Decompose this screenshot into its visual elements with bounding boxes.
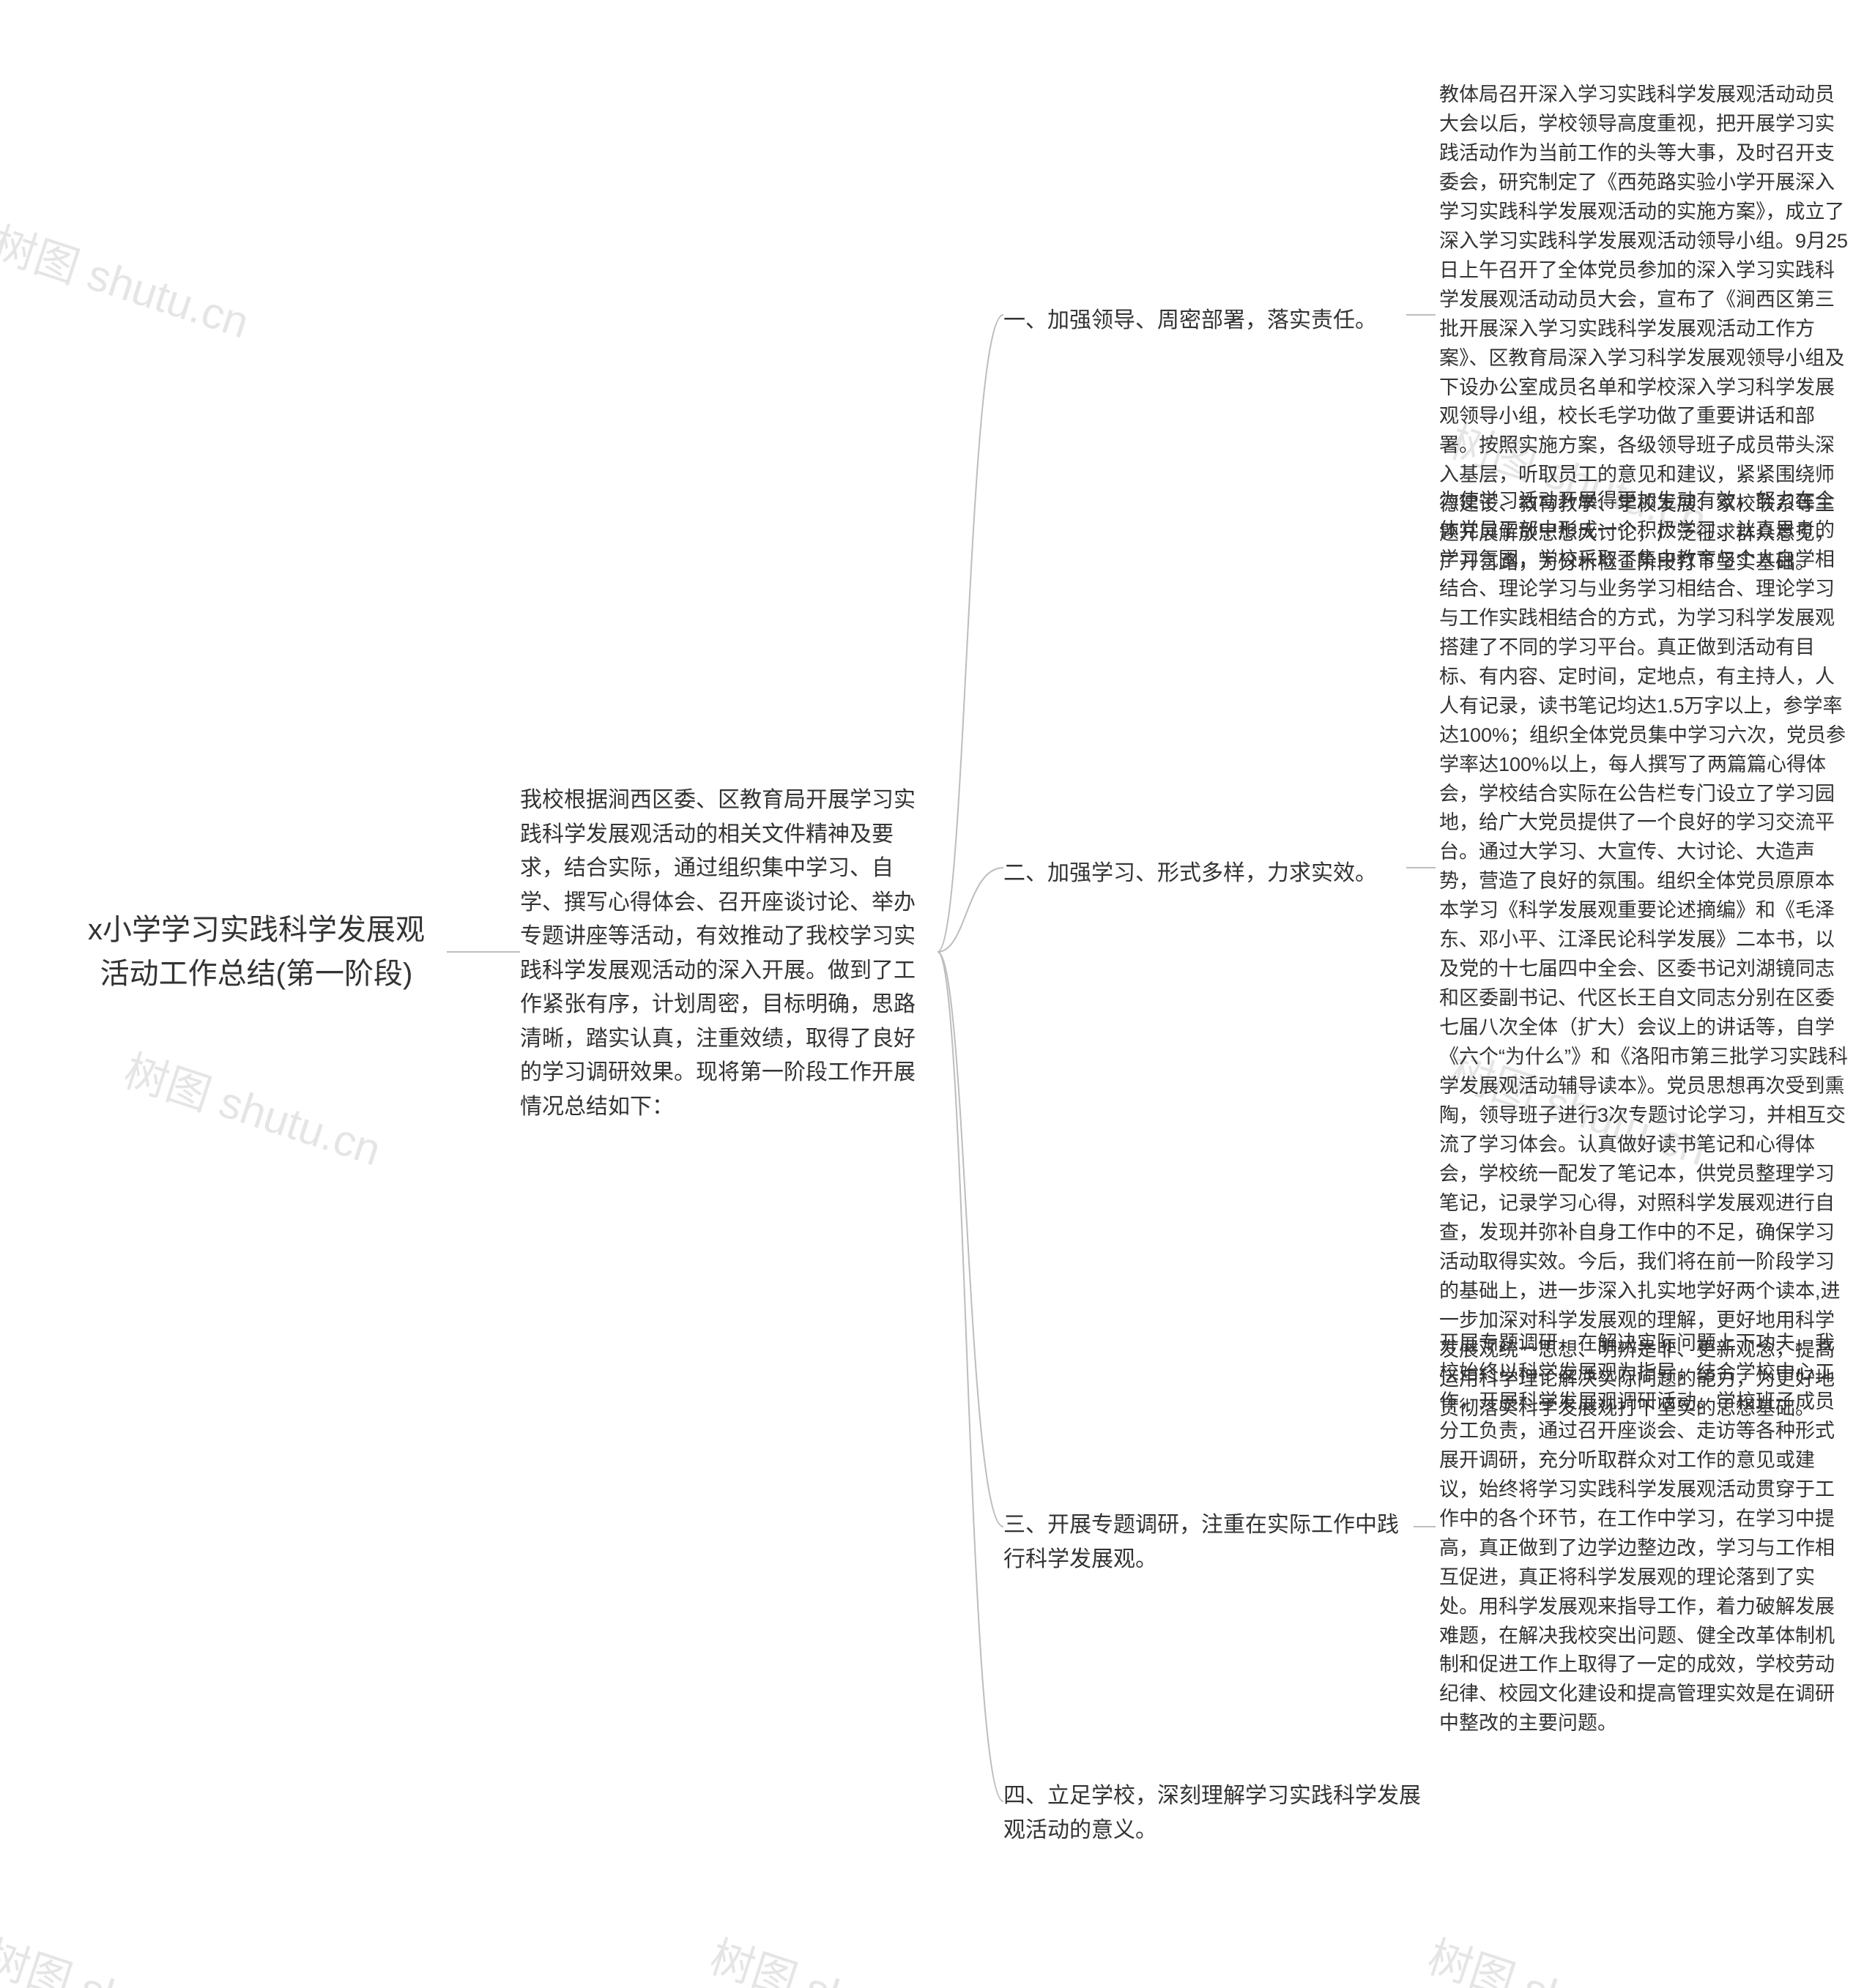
branch-2-heading: 二、加强学习、形式多样，力求实效。 [1003,857,1406,891]
watermark: 树图 shutu.cn [703,1921,976,1988]
branch-1-heading: 一、加强领导、周密部署，落实责任。 [1003,304,1406,338]
watermark: 树图 shutu.cn [0,1921,251,1988]
mindmap-root: x小学学习实践科学发展观 活动工作总结(第一阶段) [66,908,447,996]
root-line2: 活动工作总结(第一阶段) [100,958,413,990]
branch-4-heading: 四、立足学校，深刻理解学习实践科学发展观活动的意义。 [1003,1779,1421,1847]
watermark: 树图 shutu.cn [117,1035,390,1178]
watermark: 树图 shutu.cn [0,208,259,351]
branch-3-heading: 三、开展专题调研，注重在实际工作中践行科学发展观。 [1003,1508,1414,1576]
branch-3-body: 开展专题调研，在解决实际问题上下功夫。我校始终以科学发展观为指导，结合学校中心工… [1439,1329,1849,1738]
watermark: 树图 shutu.cn [1421,1921,1694,1988]
root-line1: x小学学习实践科学发展观 [88,914,425,946]
mindmap-intro: 我校根据涧西区委、区教育局开展学习实践科学发展观活动的相关文件精神及要求，结合实… [520,783,930,1124]
branch-2-body: 为使学习活动开展得更加生动有效，努力在全体党员干部中形成一个积极学习、认真思考的… [1439,487,1849,1423]
